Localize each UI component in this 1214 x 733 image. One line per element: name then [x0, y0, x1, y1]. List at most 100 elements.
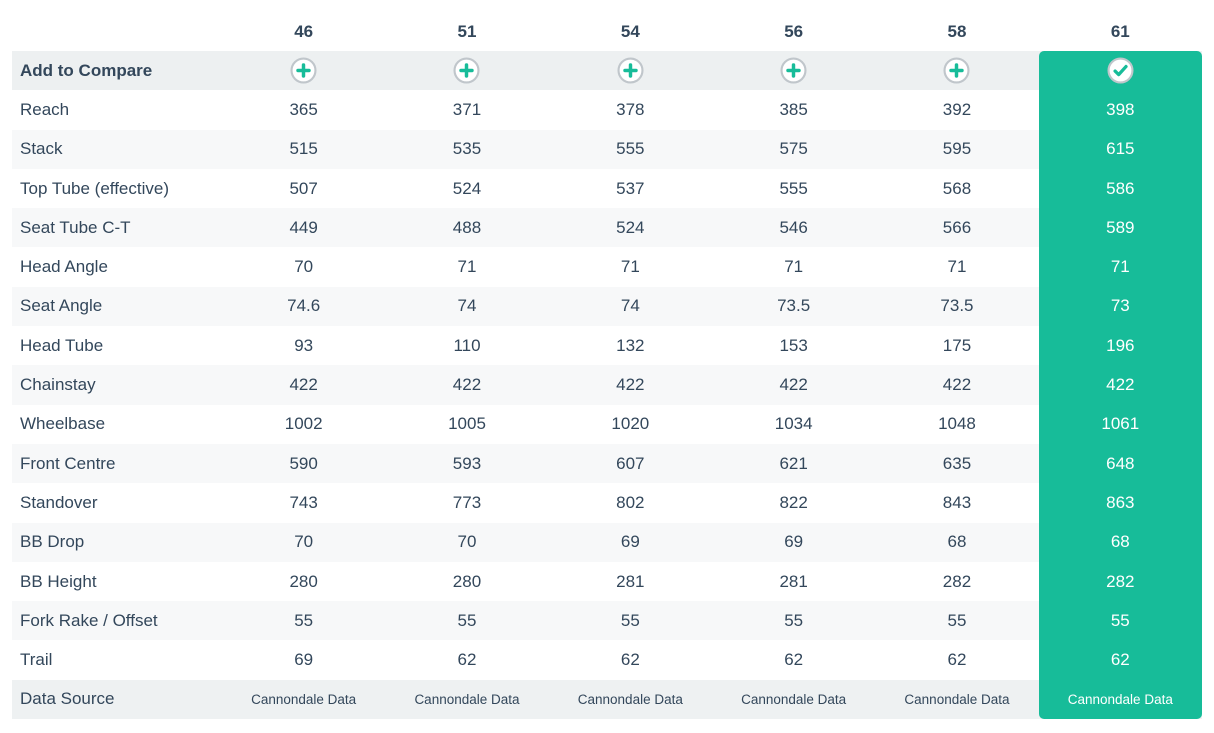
cell-value: 555: [779, 178, 808, 198]
cell-value: 586: [1038, 168, 1202, 209]
cell-value: 69: [620, 532, 640, 552]
cell-value: 555: [616, 139, 645, 159]
table-row: Front Centre 590 593 607 621 635 648: [12, 443, 1202, 484]
cell-value: 74.6: [287, 296, 321, 316]
cell-value: 153: [779, 335, 808, 355]
row-label: Seat Angle: [20, 296, 103, 316]
table-row: Head Angle 70 71 71 71 71 71: [12, 247, 1202, 287]
cell-value: 422: [779, 375, 808, 395]
compare-add-cell[interactable]: [222, 51, 385, 90]
cell-value: 843: [942, 492, 972, 512]
cell-value: 69: [784, 532, 804, 552]
geometry-table: Add to Compare Reach 365 371 378 385 392 398 Sta…: [12, 51, 1202, 720]
cell-value: 55: [620, 610, 640, 630]
data-source-row: Data Source Cannondale Data Cannondale Dat…: [12, 679, 1202, 720]
row-label: Reach: [20, 99, 70, 119]
cell-value: 371: [452, 99, 482, 119]
row-label: BB Drop: [20, 532, 85, 552]
cell-value: 392: [942, 99, 972, 119]
cell-value: 802: [616, 492, 645, 512]
compare-selected-cell[interactable]: [1038, 51, 1202, 91]
table-row: Seat Tube C-T 449 488 524 546 566 589: [12, 208, 1202, 248]
data-source-value: Cannondale Data: [741, 691, 847, 707]
compare-add-cell[interactable]: [875, 51, 1038, 90]
row-label: Fork Rake / Offset: [20, 610, 158, 630]
add-to-compare-row: Add to Compare: [12, 51, 1202, 91]
data-source-value: Cannondale Data: [577, 691, 683, 707]
cell-value: 196: [1038, 326, 1202, 366]
cell-value: 55: [947, 610, 967, 630]
compare-add-cell[interactable]: [712, 51, 875, 90]
cell-value: 546: [779, 217, 808, 237]
compare-add-cell[interactable]: [385, 51, 548, 90]
cell-value: 595: [942, 139, 972, 159]
row-label: Front Centre: [20, 453, 116, 473]
cell-value: 398: [1038, 90, 1202, 130]
cell-value: 68: [1038, 522, 1202, 562]
cell-value: 282: [1038, 561, 1202, 602]
table-row: Trail 69 62 62 62 62 62: [12, 640, 1202, 680]
cell-value: 635: [942, 453, 972, 473]
cell-value: 863: [1038, 483, 1202, 523]
cell-value: 73.5: [940, 296, 974, 316]
cell-value: 822: [779, 492, 808, 512]
cell-value: 488: [452, 217, 482, 237]
table-row: Chainstay 422 422 422 422 422 422: [12, 365, 1202, 405]
data-source-value: Cannondale Data: [904, 691, 1010, 707]
cell-value: 378: [616, 99, 645, 119]
cell-value: 422: [942, 375, 972, 395]
cell-value: 280: [289, 571, 318, 591]
cell-value: 575: [779, 139, 808, 159]
table-row: Seat Angle 74.6 74 74 73.5 73.5 73: [12, 286, 1202, 327]
cell-value: 74: [457, 296, 477, 316]
size-column-header: 51: [457, 21, 477, 41]
cell-value: 55: [457, 610, 477, 630]
cell-value: 175: [942, 335, 972, 355]
row-label: Head Angle: [20, 257, 108, 277]
row-label: BB Height: [20, 571, 97, 591]
cell-value: 365: [289, 99, 318, 119]
check-circle-icon[interactable]: [1107, 57, 1134, 84]
cell-value: 73.5: [777, 296, 811, 316]
cell-value: 62: [457, 650, 477, 670]
table-row: Reach 365 371 378 385 392 398: [12, 90, 1202, 130]
cell-value: 132: [616, 335, 645, 355]
cell-value: 55: [1038, 601, 1202, 641]
cell-value: 71: [1038, 247, 1202, 287]
table-row: Wheelbase 1002 1005 1020 1034 1048 1061: [12, 404, 1202, 444]
cell-value: 74: [620, 296, 640, 316]
cell-value: 422: [616, 375, 645, 395]
add-to-compare-label: Add to Compare: [20, 60, 153, 80]
cell-value: 773: [452, 492, 482, 512]
plus-circle-icon[interactable]: [453, 57, 481, 84]
cell-value: 110: [453, 335, 481, 355]
cell-value: 535: [452, 139, 482, 159]
cell-value: 507: [289, 178, 318, 198]
cell-value: 62: [947, 650, 967, 670]
size-column-header: 54: [620, 21, 640, 41]
plus-circle-icon[interactable]: [780, 57, 807, 84]
row-label: Standover: [20, 492, 98, 512]
data-source-value: Cannondale Data: [1038, 679, 1202, 720]
plus-circle-icon[interactable]: [943, 57, 970, 84]
plus-circle-icon[interactable]: [290, 57, 317, 84]
cell-value: 1020: [611, 414, 650, 434]
cell-value: 62: [784, 650, 804, 670]
table-row: Fork Rake / Offset 55 55 55 55 55 55: [12, 601, 1202, 641]
cell-value: 743: [289, 492, 318, 512]
row-label: Stack: [20, 139, 63, 159]
plus-circle-icon[interactable]: [617, 57, 644, 84]
cell-value: 1061: [1038, 404, 1202, 444]
compare-add-cell[interactable]: [549, 51, 712, 90]
cell-value: 422: [452, 375, 482, 395]
cell-value: 524: [616, 217, 645, 237]
table-row: Standover 743 773 802 822 843 863: [12, 483, 1202, 523]
cell-value: 422: [289, 375, 318, 395]
cell-value: 55: [784, 610, 804, 630]
cell-value: 69: [294, 650, 314, 670]
cell-value: 70: [294, 257, 314, 277]
cell-value: 1002: [284, 414, 323, 434]
cell-value: 593: [452, 453, 482, 473]
cell-value: 385: [779, 99, 808, 119]
